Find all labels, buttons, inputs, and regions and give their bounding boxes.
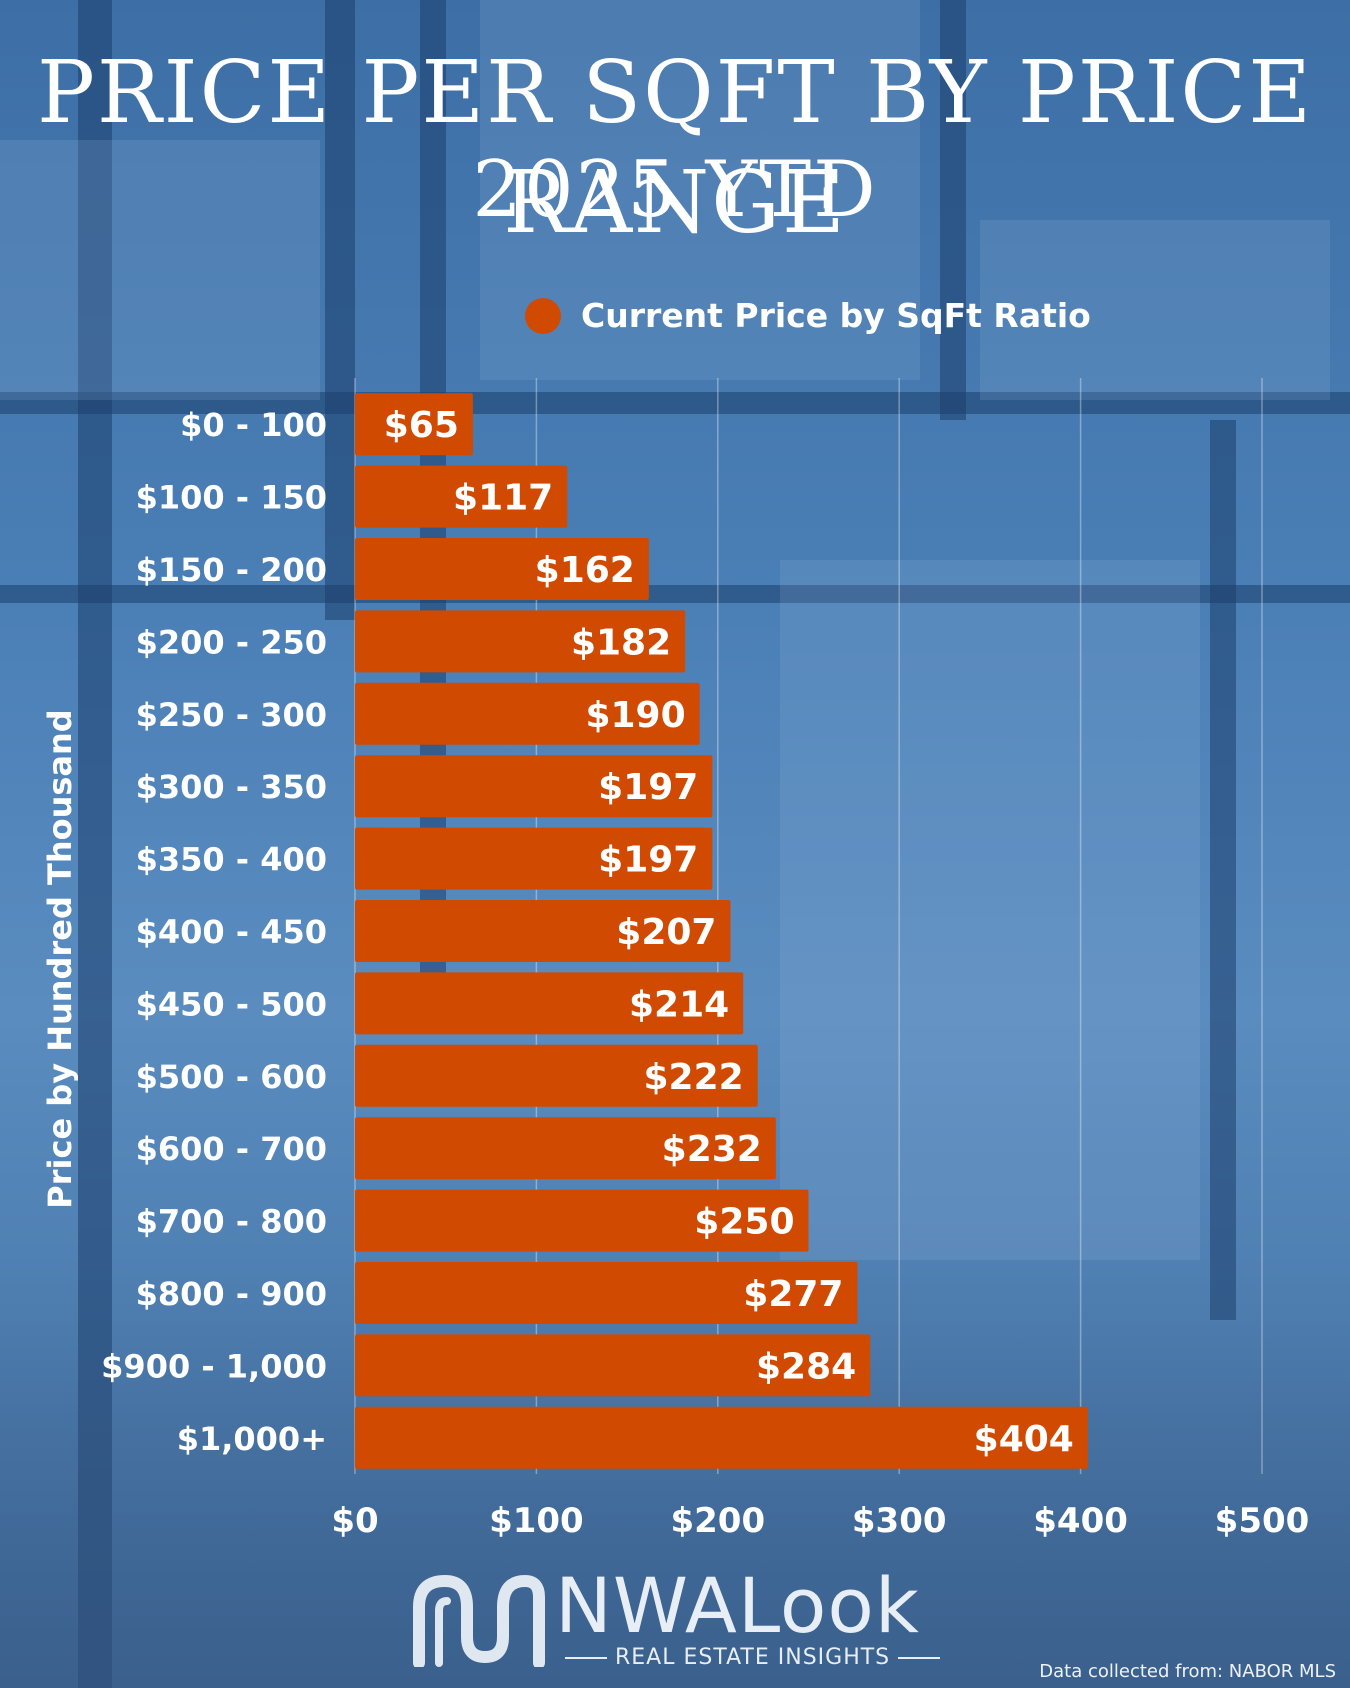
x-tick-label: $0	[331, 1501, 378, 1541]
bar-value-label: $277	[743, 1274, 843, 1315]
category-label: $0 - 100	[180, 406, 327, 444]
bar	[355, 682, 700, 745]
bar	[355, 465, 568, 528]
bar-value-label: $117	[453, 478, 553, 519]
source-note: Data collected from: NABOR MLS	[1039, 1661, 1336, 1682]
category-label: $700 - 800	[136, 1203, 327, 1241]
chart-legend: Current Price by SqFt Ratio	[525, 296, 1091, 335]
bar	[355, 1262, 858, 1324]
chart-subtitle: 2025 YTD	[472, 145, 878, 235]
x-tick-label: $400	[1033, 1501, 1128, 1541]
brand-tagline-text: REAL ESTATE INSIGHTS	[615, 1645, 891, 1670]
bar-value-label: $214	[629, 984, 729, 1025]
category-label: $300 - 350	[136, 768, 327, 806]
x-tick-label: $500	[1215, 1501, 1310, 1541]
bar-value-label: $65	[384, 405, 459, 446]
chart-title: PRICE PER SQFT BY PRICE RANGE	[37, 43, 1313, 253]
bar-value-label: $222	[644, 1057, 744, 1098]
bar-value-label: $162	[535, 550, 635, 591]
bar	[355, 755, 713, 818]
bar	[355, 827, 713, 890]
bar	[355, 393, 473, 456]
bar-value-label: $207	[616, 912, 716, 953]
category-label: $500 - 600	[136, 1058, 327, 1096]
bar	[355, 1117, 776, 1180]
bar	[355, 1334, 871, 1397]
bar	[355, 972, 744, 1035]
category-label: $900 - 1,000	[101, 1347, 327, 1385]
bar	[355, 538, 649, 600]
category-label: $1,000+	[177, 1420, 327, 1458]
bar-value-label: $232	[662, 1129, 762, 1170]
bar-value-label: $182	[571, 622, 671, 663]
bar-value-label: $197	[598, 840, 698, 881]
bar-value-label: $404	[974, 1419, 1074, 1460]
x-tick-label: $300	[852, 1501, 947, 1541]
nwalook-logo-icon	[413, 1574, 545, 1667]
category-label: $150 - 200	[136, 551, 327, 589]
x-tick-label: $100	[489, 1501, 584, 1541]
category-label: $200 - 250	[136, 623, 327, 661]
category-label: $400 - 450	[136, 913, 327, 951]
bar-value-label: $190	[585, 695, 685, 736]
category-label: $350 - 400	[136, 841, 327, 879]
bar	[355, 610, 686, 673]
brand-name: NWALook	[555, 1561, 920, 1650]
bar-value-label: $250	[694, 1202, 794, 1243]
category-label: $600 - 700	[136, 1130, 327, 1168]
bar-value-label: $284	[756, 1346, 856, 1387]
bar	[355, 900, 731, 962]
bar-value-label: $197	[598, 767, 698, 808]
category-label: $800 - 900	[136, 1275, 327, 1313]
x-tick-label: $200	[670, 1501, 765, 1541]
bar	[355, 1189, 809, 1252]
legend-label: Current Price by SqFt Ratio	[581, 296, 1091, 335]
bar	[355, 1406, 1088, 1469]
brand-logo: NWALook REAL ESTATE INSIGHTS	[405, 1561, 965, 1675]
category-label: $250 - 300	[136, 696, 327, 734]
category-label: $450 - 500	[136, 985, 327, 1023]
category-label: $100 - 150	[136, 479, 327, 517]
y-axis-label: Price by Hundred Thousand	[41, 709, 79, 1209]
bar	[355, 1044, 758, 1107]
legend-swatch-icon	[525, 297, 561, 334]
brand-tagline: REAL ESTATE INSIGHTS	[565, 1645, 941, 1670]
